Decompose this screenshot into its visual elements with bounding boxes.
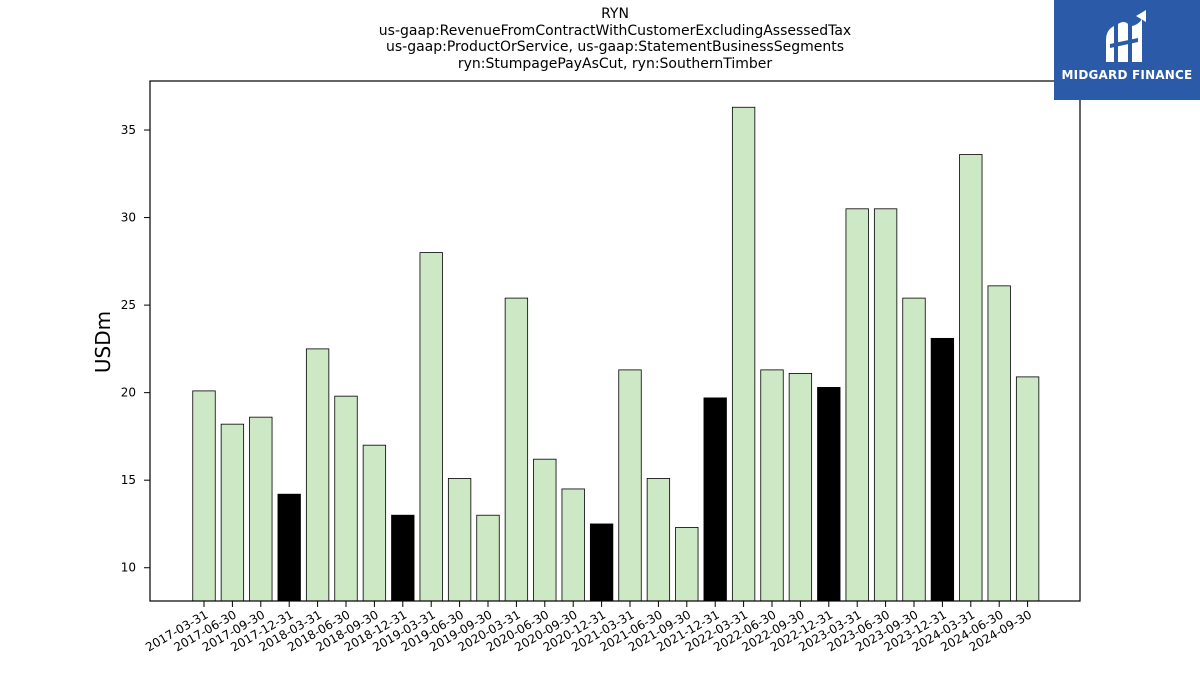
bar-2020-06-30 [533,458,557,602]
chart-title-line-2: us-gaap:RevenueFromContractWithCustomerE… [378,23,852,39]
y-tick-label-10: 10 [121,561,136,575]
chart-title-line-1: RYN [601,6,629,22]
bar-2017-03-31 [192,390,216,602]
chart-title-line-4: ryn:StumpagePayAsCut, ryn:SouthernTimber [457,56,773,72]
bar-2021-06-30 [646,478,671,602]
chart-title-line-3: us-gaap:ProductOrService, us-gaap:Statem… [385,39,844,55]
bar-2023-09-30 [902,297,926,602]
y-tick-label-20: 20 [121,386,136,400]
bar-2022-12-31 [817,386,841,602]
bar-2019-09-30 [476,514,500,602]
bar-2023-12-31 [930,337,955,602]
logo-text: MIDGARD FINANCE [1061,68,1193,82]
bar-2019-06-30 [447,478,472,602]
bar-2021-03-31 [618,369,642,602]
bar-2021-09-30 [675,527,699,602]
bar-2018-03-31 [305,348,330,602]
bar-2024-09-30 [1015,376,1040,602]
bar-2020-12-31 [589,523,614,602]
bar-2018-06-30 [334,395,358,602]
bar-2023-03-31 [845,208,869,602]
bar-2017-12-31 [277,493,301,602]
bar-2023-06-30 [873,208,898,602]
bar-2024-03-31 [959,154,983,602]
y-tick-label-15: 15 [121,473,136,487]
bar-2021-12-31 [703,397,727,602]
midgard-finance-logo: MIDGARD FINANCE [1054,0,1200,100]
bars-group [192,106,1040,602]
bar-2017-09-30 [249,416,273,602]
bar-2018-09-30 [362,444,387,602]
bar-2022-06-30 [760,369,784,602]
midgard-logo-icon [1106,10,1146,62]
bar-2024-06-30 [987,285,1011,602]
y-tick-label-30: 30 [121,211,136,225]
bar-2018-12-31 [391,514,415,602]
plot-frame [149,80,1081,602]
bar-2019-03-31 [419,252,443,602]
y-tick-label-35: 35 [121,123,136,137]
bar-2022-09-30 [788,372,813,602]
bar-2020-09-30 [561,488,585,602]
y-tick-label-25: 25 [121,298,136,312]
bar-2017-06-30 [220,423,245,602]
bar-2020-03-31 [504,297,529,602]
bar-2022-03-31 [731,106,756,602]
y-axis-label: USDm [91,311,115,373]
